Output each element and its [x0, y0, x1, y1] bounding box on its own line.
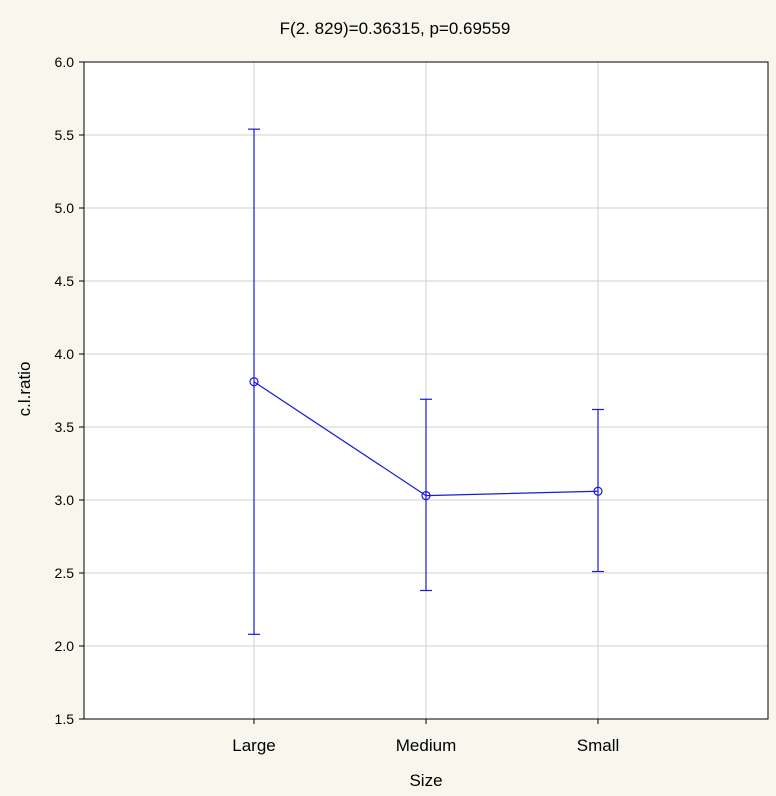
y-tick-label: 4.5: [55, 273, 75, 289]
y-tick-label: 2.5: [55, 565, 75, 581]
x-axis-label: Size: [409, 771, 442, 790]
y-tick-label: 3.5: [55, 419, 75, 435]
y-tick-label: 5.0: [55, 200, 75, 216]
y-axis-label: c.l.ratio: [15, 362, 34, 417]
y-tick-label: 3.0: [55, 492, 75, 508]
y-tick-label: 1.5: [55, 711, 75, 727]
x-tick-label: Small: [577, 736, 620, 755]
plot-border: [83, 61, 769, 720]
plot-area: 1.5 2.0 2.5 3.0 3.5 4.0 4.5 5.0 5.5 6.0 Large Mediu…: [55, 54, 769, 755]
x-tick-label: Large: [232, 736, 275, 755]
y-tick-label: 4.0: [55, 346, 75, 362]
x-tick-label: Medium: [396, 736, 456, 755]
data-point: [421, 491, 431, 501]
y-tick-label: 5.5: [55, 127, 75, 143]
data-point: [593, 486, 603, 496]
chart-title: F(2. 829)=0.36315, p=0.69559: [280, 19, 511, 38]
data-point: [249, 377, 259, 387]
y-tick-label: 6.0: [55, 54, 75, 70]
y-tick-label: 2.0: [55, 638, 75, 654]
